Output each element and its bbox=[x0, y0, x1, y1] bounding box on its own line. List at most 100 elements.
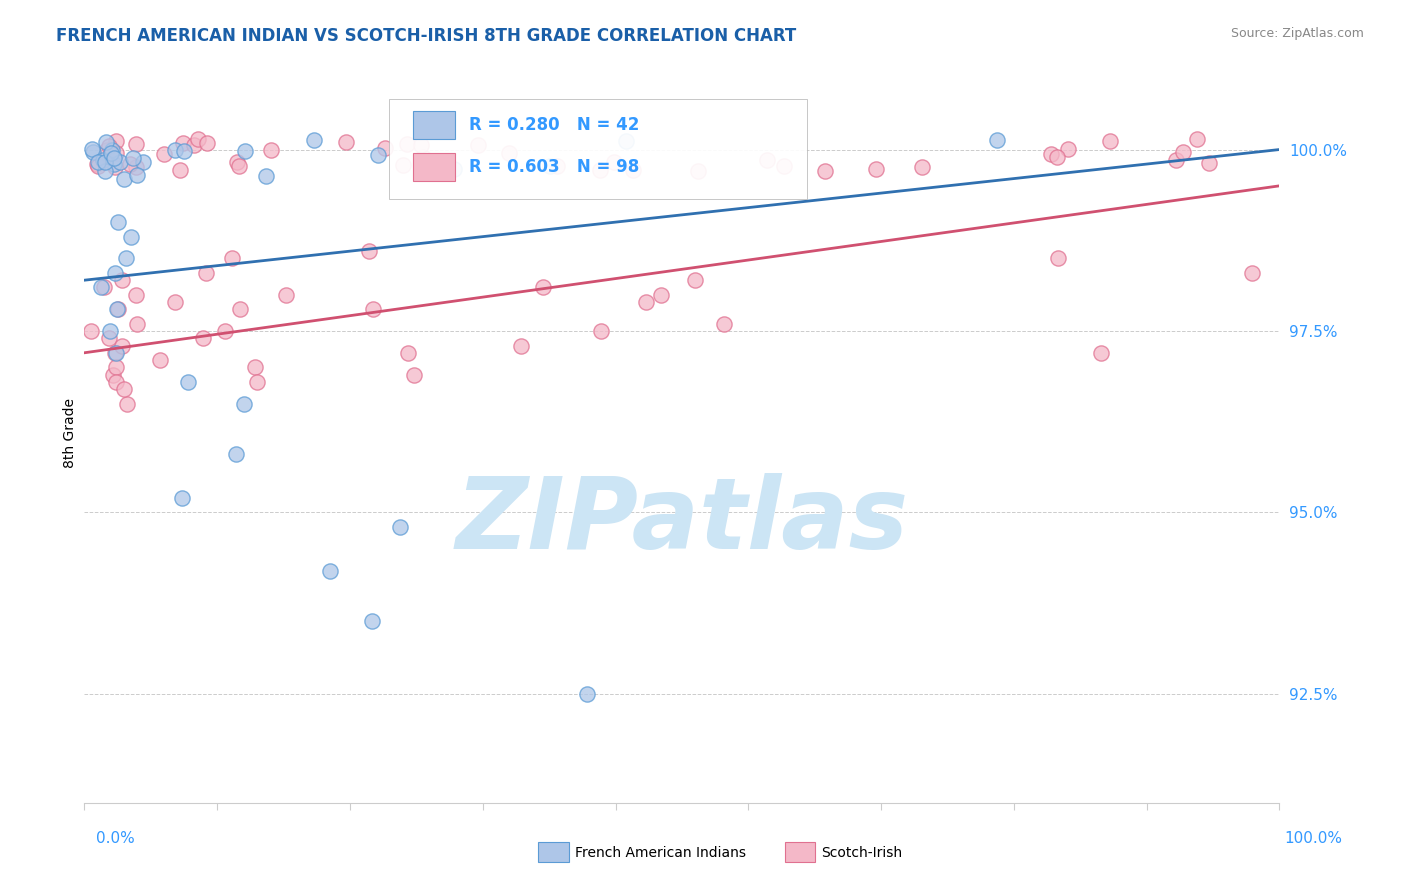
Point bbox=[335, 135, 357, 149]
Y-axis label: 8th Grade: 8th Grade bbox=[63, 398, 77, 467]
Point bbox=[683, 273, 706, 287]
Point bbox=[107, 302, 129, 317]
Point bbox=[274, 287, 297, 301]
Text: French American Indians: French American Indians bbox=[575, 846, 747, 860]
Point bbox=[531, 280, 554, 294]
Point bbox=[100, 146, 122, 161]
Point bbox=[93, 280, 115, 294]
Point bbox=[183, 138, 205, 153]
Point bbox=[124, 160, 146, 174]
Point bbox=[107, 215, 129, 229]
Point bbox=[225, 155, 247, 169]
Point bbox=[105, 145, 128, 160]
Point bbox=[87, 154, 110, 169]
Point bbox=[614, 134, 637, 148]
Point bbox=[170, 491, 193, 505]
Point bbox=[1099, 134, 1122, 148]
Point bbox=[361, 302, 384, 317]
Point bbox=[540, 159, 562, 173]
Point bbox=[120, 157, 142, 171]
Point bbox=[621, 163, 644, 178]
Point bbox=[105, 302, 128, 317]
Point bbox=[191, 331, 214, 345]
Point bbox=[96, 143, 118, 157]
Point bbox=[302, 133, 325, 147]
Point bbox=[115, 252, 138, 266]
Text: 0.0%: 0.0% bbox=[96, 831, 135, 846]
Point bbox=[402, 368, 425, 382]
Point bbox=[1090, 345, 1112, 359]
Point bbox=[172, 136, 194, 151]
Point bbox=[756, 153, 779, 167]
Point bbox=[688, 164, 710, 178]
Point bbox=[374, 141, 396, 155]
Point bbox=[105, 360, 128, 375]
Point bbox=[187, 132, 209, 146]
Point bbox=[86, 159, 108, 173]
Point bbox=[125, 317, 148, 331]
Point bbox=[254, 169, 277, 184]
Point bbox=[367, 148, 389, 162]
Point bbox=[195, 266, 218, 280]
Point bbox=[169, 163, 191, 178]
Point bbox=[97, 331, 120, 345]
Point bbox=[101, 143, 124, 157]
Point bbox=[318, 564, 340, 578]
Point bbox=[86, 157, 108, 171]
Point bbox=[163, 143, 186, 157]
FancyBboxPatch shape bbox=[389, 99, 807, 200]
Point bbox=[225, 447, 247, 461]
Point bbox=[246, 375, 269, 389]
Point bbox=[120, 229, 142, 244]
Point bbox=[233, 396, 256, 410]
Point bbox=[229, 302, 252, 317]
Point bbox=[214, 324, 236, 338]
Point bbox=[396, 345, 419, 359]
Point bbox=[132, 155, 155, 169]
Text: R = 0.603   N = 98: R = 0.603 N = 98 bbox=[470, 158, 640, 176]
Point bbox=[127, 168, 149, 182]
Point bbox=[82, 145, 104, 160]
Point bbox=[359, 244, 381, 259]
Text: R = 0.280   N = 42: R = 0.280 N = 42 bbox=[470, 116, 640, 134]
Point bbox=[125, 287, 148, 301]
Point bbox=[82, 142, 104, 156]
Point bbox=[195, 136, 218, 150]
Point bbox=[94, 164, 117, 178]
Point bbox=[112, 171, 135, 186]
Point bbox=[412, 150, 434, 164]
Point bbox=[420, 159, 443, 173]
Point bbox=[103, 151, 125, 165]
Point bbox=[177, 375, 200, 389]
Point bbox=[98, 324, 121, 338]
Point bbox=[389, 520, 412, 534]
Point bbox=[221, 252, 243, 266]
Point bbox=[153, 147, 176, 161]
Point bbox=[103, 368, 125, 382]
Point bbox=[392, 158, 415, 172]
Point bbox=[360, 615, 382, 629]
Point bbox=[576, 687, 599, 701]
Point bbox=[498, 146, 520, 161]
Text: FRENCH AMERICAN INDIAN VS SCOTCH-IRISH 8TH GRADE CORRELATION CHART: FRENCH AMERICAN INDIAN VS SCOTCH-IRISH 8… bbox=[56, 27, 796, 45]
Point bbox=[114, 382, 136, 396]
Point bbox=[1046, 150, 1069, 164]
FancyBboxPatch shape bbox=[413, 153, 456, 181]
Point bbox=[117, 396, 139, 410]
Point bbox=[409, 137, 432, 152]
Point bbox=[104, 345, 127, 359]
Point bbox=[713, 317, 735, 331]
Point bbox=[1187, 132, 1209, 146]
Point bbox=[125, 137, 148, 152]
Point bbox=[104, 134, 127, 148]
Point bbox=[1040, 147, 1063, 161]
Text: Source: ZipAtlas.com: Source: ZipAtlas.com bbox=[1230, 27, 1364, 40]
Point bbox=[108, 155, 131, 169]
Text: 100.0%: 100.0% bbox=[1285, 831, 1343, 846]
Point bbox=[865, 162, 887, 177]
Point bbox=[243, 360, 266, 375]
Point bbox=[396, 136, 419, 151]
Point bbox=[122, 151, 145, 165]
Point bbox=[79, 324, 101, 338]
Point bbox=[814, 163, 837, 178]
